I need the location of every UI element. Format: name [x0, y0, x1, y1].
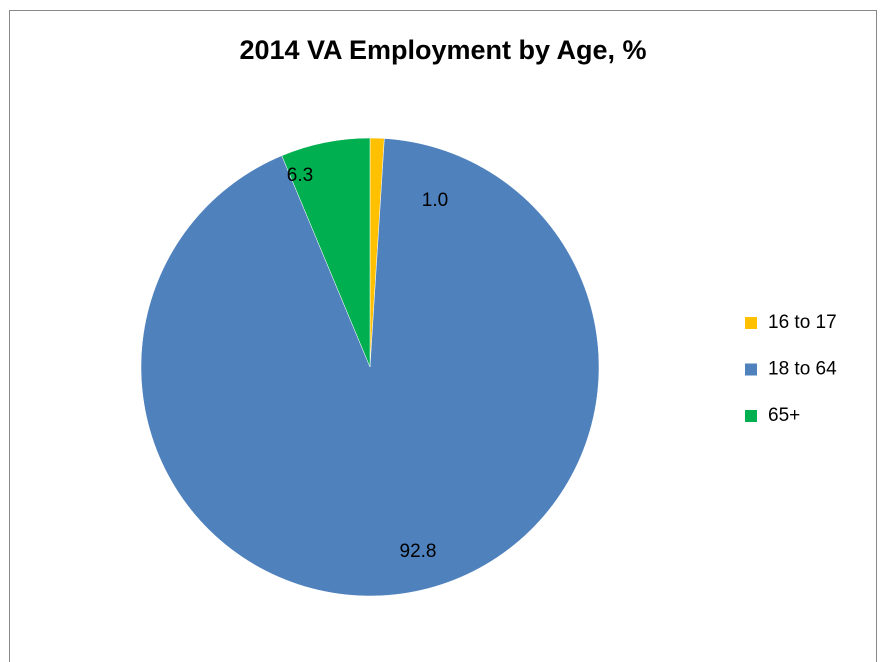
legend-swatch — [745, 363, 757, 376]
data-label: 1.0 — [422, 190, 448, 211]
data-label: 92.8 — [400, 541, 437, 562]
legend-label: 18 to 64 — [768, 359, 837, 380]
pie-slice — [140, 138, 600, 597]
chart-title: 2014 VA Employment by Age, % — [239, 35, 646, 65]
legend-label: 65+ — [768, 405, 800, 426]
legend-swatch — [745, 410, 757, 422]
legend-swatch — [745, 317, 757, 329]
data-label: 6.3 — [287, 165, 313, 186]
pie-slice — [281, 137, 371, 368]
legend-label: 16 to 17 — [768, 312, 837, 333]
